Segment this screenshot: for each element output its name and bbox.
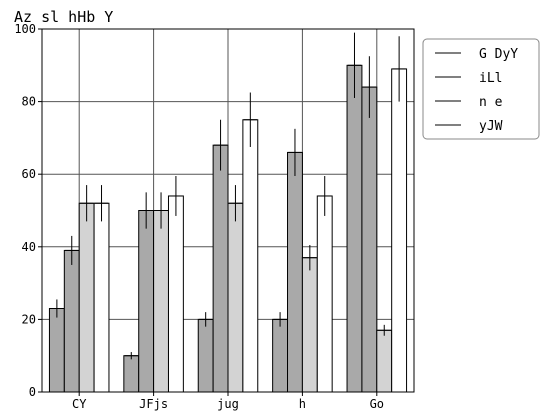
y-tick-label: 0 — [29, 385, 36, 399]
bar — [316, 195, 333, 393]
bar — [242, 119, 259, 393]
y-tick-label: 100 — [14, 22, 36, 36]
bar — [138, 210, 155, 393]
bar — [361, 86, 378, 393]
x-tick-label: h — [299, 397, 306, 411]
bar — [376, 329, 393, 393]
bar — [93, 202, 110, 393]
legend-label: G DyY — [479, 47, 518, 62]
chart-title: Az sl hHb Y — [14, 8, 113, 26]
bar — [272, 318, 289, 393]
y-tick-label: 20 — [22, 312, 36, 326]
bar — [197, 318, 214, 393]
bar — [227, 202, 244, 393]
bar — [153, 210, 169, 393]
x-tick-label: CY — [72, 397, 87, 411]
legend-label: n e — [479, 95, 503, 110]
bar — [48, 308, 65, 393]
y-tick-label: 60 — [22, 167, 36, 181]
bar — [78, 202, 95, 393]
legend-label: iLl — [479, 71, 502, 86]
legend: G DyY iLl n e yJW — [422, 38, 540, 140]
bar — [123, 355, 140, 393]
bar — [391, 68, 408, 393]
x-tick-label: jug — [217, 397, 239, 411]
bar — [63, 249, 80, 393]
bar-series — [48, 32, 408, 393]
y-tick-label: 80 — [22, 95, 36, 109]
bar — [301, 257, 318, 393]
bar — [346, 64, 363, 393]
bar — [287, 151, 303, 393]
y-axis-ticks: 0 20 40 60 80 100 — [14, 22, 42, 399]
x-axis-ticks: CY JFjs jug h Go — [72, 392, 384, 411]
x-tick-label: JFjs — [139, 397, 168, 411]
plot-frame — [41, 28, 415, 393]
x-tick-label: Go — [370, 397, 384, 411]
bar — [212, 144, 229, 393]
legend-box — [422, 38, 540, 140]
bar — [167, 195, 184, 393]
y-tick-label: 40 — [22, 240, 36, 254]
legend-label: yJW — [479, 119, 503, 134]
